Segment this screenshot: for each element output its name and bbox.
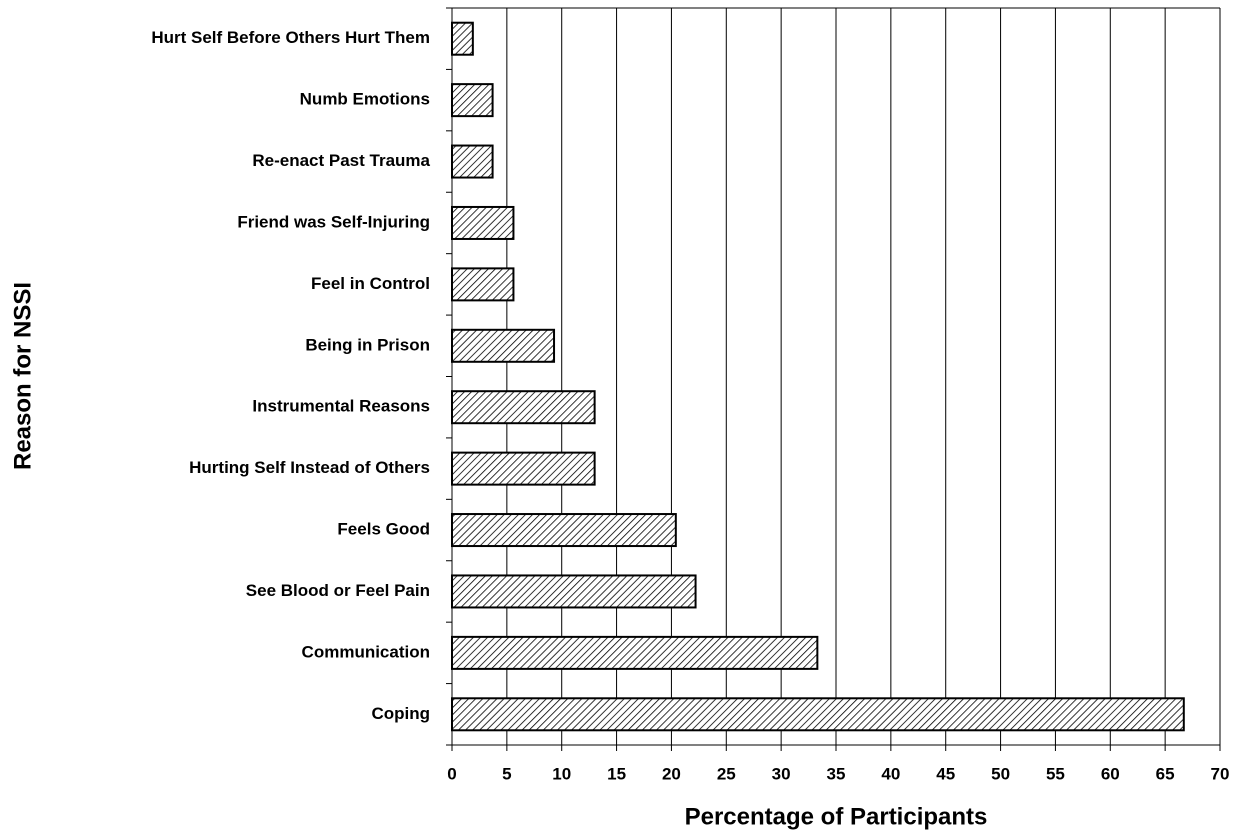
x-tick-label: 45 — [936, 764, 955, 783]
y-tick-label: Hurting Self Instead of Others — [189, 458, 430, 477]
x-tick-label: 30 — [772, 764, 791, 783]
x-tick-label: 5 — [502, 764, 511, 783]
x-tick-label: 15 — [607, 764, 626, 783]
y-tick-label: Communication — [302, 642, 430, 661]
bar — [451, 328, 556, 363]
y-axis-title: Reason for NSSI — [9, 282, 36, 470]
bar — [451, 21, 474, 56]
y-tick-label: Instrumental Reasons — [252, 397, 430, 416]
bar — [451, 205, 515, 240]
bar — [451, 697, 1185, 732]
x-tick-label: 70 — [1211, 764, 1230, 783]
x-tick-label: 65 — [1156, 764, 1175, 783]
bar — [451, 144, 494, 179]
bar — [451, 390, 596, 425]
x-tick-label: 25 — [717, 764, 736, 783]
bar — [451, 574, 697, 609]
y-tick-label: Re-enact Past Trauma — [252, 151, 430, 170]
x-tick-label: 55 — [1046, 764, 1065, 783]
y-tick-label: See Blood or Feel Pain — [246, 581, 430, 600]
x-axis-title: Percentage of Participants — [685, 803, 988, 830]
x-tick-label: 50 — [991, 764, 1010, 783]
bar — [451, 635, 819, 670]
y-tick-label: Coping — [371, 704, 430, 723]
x-tick-label: 10 — [552, 764, 571, 783]
bar — [451, 83, 494, 118]
y-tick-label: Feel in Control — [311, 274, 430, 293]
y-tick-label: Feels Good — [337, 520, 430, 539]
x-tick-label: 40 — [881, 764, 900, 783]
bar — [451, 267, 515, 302]
x-tick-label: 0 — [447, 764, 456, 783]
y-tick-label: Friend was Self-Injuring — [237, 212, 430, 231]
y-tick-label: Being in Prison — [305, 335, 430, 354]
x-tick-label: 35 — [827, 764, 846, 783]
bar — [451, 451, 596, 486]
bar — [451, 513, 677, 548]
x-tick-label: 60 — [1101, 764, 1120, 783]
y-tick-label: Numb Emotions — [300, 90, 430, 109]
y-tick-label: Hurt Self Before Others Hurt Them — [151, 28, 430, 47]
x-tick-label: 20 — [662, 764, 681, 783]
